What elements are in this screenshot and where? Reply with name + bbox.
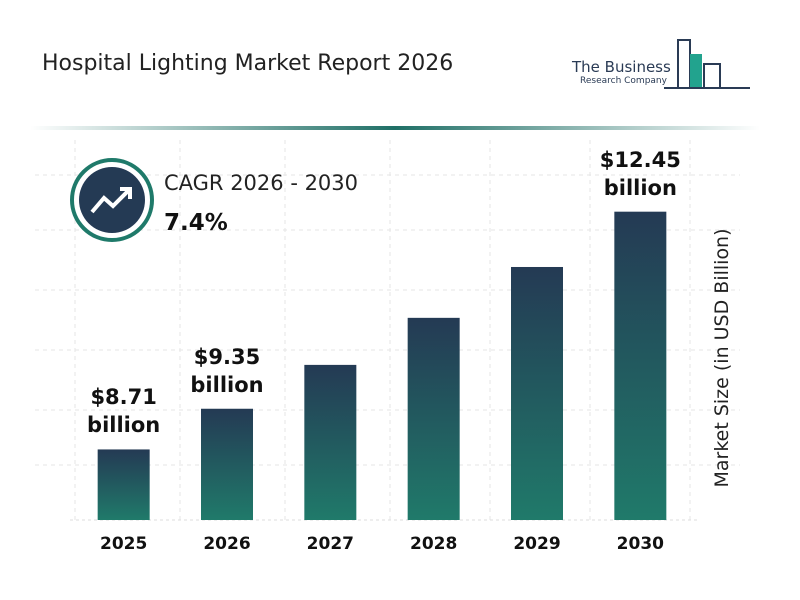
cagr-label: CAGR 2026 - 2030 <box>164 171 358 195</box>
bar <box>511 266 563 520</box>
chart-title: Hospital Lighting Market Report 2026 <box>42 51 453 76</box>
bar <box>407 317 460 520</box>
bar <box>614 211 667 520</box>
x-tick-label: 2025 <box>99 534 148 554</box>
divider <box>30 126 760 130</box>
logo: The Business Research Company <box>571 39 750 89</box>
bar <box>97 449 150 520</box>
y-axis-title: Market Size (in USD Billion) <box>711 228 733 487</box>
value-label: $8.71 billion <box>87 385 161 438</box>
x-tick-label: 2028 <box>409 534 458 554</box>
cagr-value: 7.4% <box>164 210 228 236</box>
bar <box>304 364 357 520</box>
logo-subtext: Research Company <box>580 76 668 86</box>
bar <box>201 408 253 520</box>
value-label: $9.35 billion <box>190 344 264 397</box>
logo-text: The Business <box>571 58 671 76</box>
cagr-badge <box>70 158 154 242</box>
value-label: $12.45 billion <box>599 147 681 200</box>
x-tick-label: 2027 <box>306 534 354 554</box>
x-tick-label: 2026 <box>203 534 251 554</box>
x-tick-label: 2029 <box>513 534 561 554</box>
x-tick-label: 2030 <box>616 534 664 554</box>
